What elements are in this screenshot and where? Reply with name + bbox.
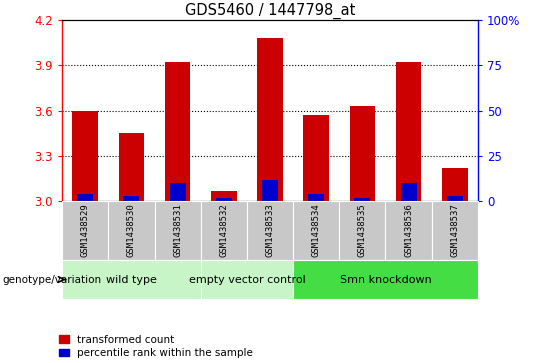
Bar — [215, 198, 232, 201]
Bar — [211, 191, 237, 201]
Text: GSM1438536: GSM1438536 — [404, 204, 413, 257]
Bar — [170, 183, 186, 201]
Title: GDS5460 / 1447798_at: GDS5460 / 1447798_at — [185, 3, 355, 19]
Bar — [339, 201, 386, 260]
Legend: transformed count, percentile rank within the sample: transformed count, percentile rank withi… — [59, 335, 253, 358]
Text: empty vector control: empty vector control — [188, 274, 305, 285]
Bar — [386, 201, 431, 260]
Text: GSM1438532: GSM1438532 — [219, 204, 228, 257]
Bar — [201, 260, 293, 299]
Bar — [293, 260, 478, 299]
Text: GSM1438530: GSM1438530 — [127, 204, 136, 257]
Bar — [442, 168, 468, 201]
Bar — [247, 201, 293, 260]
Text: GSM1438535: GSM1438535 — [358, 204, 367, 257]
Bar — [119, 134, 144, 201]
Bar — [293, 201, 339, 260]
Bar — [350, 106, 375, 201]
Text: genotype/variation: genotype/variation — [3, 274, 102, 285]
Bar — [354, 198, 370, 201]
Bar — [165, 62, 190, 201]
Bar — [109, 201, 154, 260]
Bar — [262, 180, 278, 201]
Bar — [257, 38, 283, 201]
Text: GSM1438531: GSM1438531 — [173, 204, 182, 257]
Bar — [308, 194, 325, 201]
Bar — [72, 111, 98, 201]
Text: GSM1438537: GSM1438537 — [450, 204, 460, 257]
Text: GSM1438529: GSM1438529 — [80, 204, 90, 257]
Text: GSM1438533: GSM1438533 — [266, 204, 274, 257]
Bar — [396, 62, 421, 201]
Bar — [62, 260, 201, 299]
Bar — [154, 201, 201, 260]
Bar — [401, 183, 417, 201]
Text: GSM1438534: GSM1438534 — [312, 204, 321, 257]
Bar — [303, 115, 329, 201]
Text: Smn knockdown: Smn knockdown — [340, 274, 431, 285]
Text: wild type: wild type — [106, 274, 157, 285]
Bar — [77, 194, 93, 201]
Bar — [123, 196, 139, 201]
Bar — [431, 201, 478, 260]
Bar — [62, 201, 109, 260]
Bar — [447, 196, 463, 201]
Bar — [201, 201, 247, 260]
